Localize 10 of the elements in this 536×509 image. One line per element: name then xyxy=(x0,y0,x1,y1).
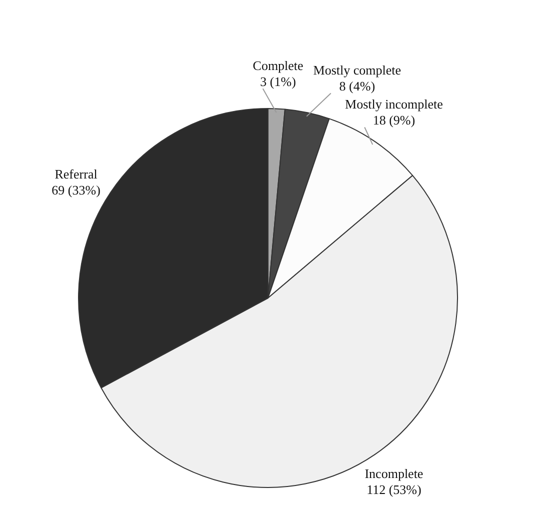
slice-label: Mostly complete xyxy=(313,62,402,78)
slice-label: Incomplete xyxy=(364,466,424,482)
data-label: 8 (4%) xyxy=(339,78,376,94)
data-label: 69 (33%) xyxy=(52,182,100,198)
slice-label: Complete xyxy=(252,58,304,74)
data-label: 3 (1%) xyxy=(260,74,296,90)
slice-label: Referral xyxy=(54,166,98,182)
slice-label: Mostly incomplete xyxy=(345,96,444,112)
data-label: 18 (9%) xyxy=(372,112,416,128)
data-label: 112 (53%) xyxy=(366,482,422,498)
